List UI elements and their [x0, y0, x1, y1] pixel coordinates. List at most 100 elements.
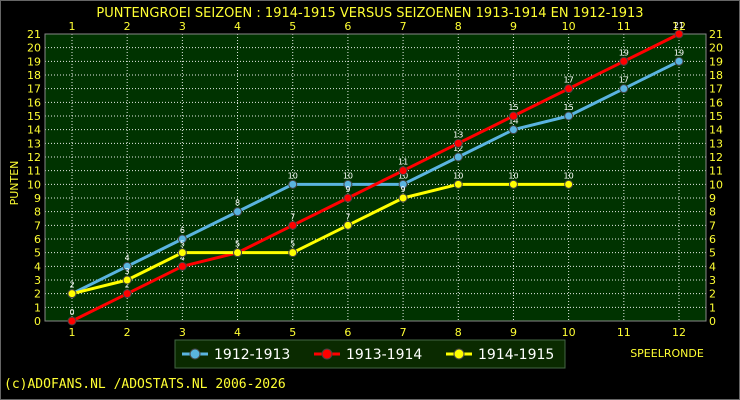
legend-label: 1912-1913	[214, 347, 290, 363]
y-tick-label-left: 13	[27, 137, 41, 150]
data-label: 10	[453, 171, 463, 180]
data-label: 10	[343, 171, 353, 180]
x-tick-label-top: 10	[562, 20, 576, 33]
x-tick-label-top: 2	[124, 20, 131, 33]
y-tick-label-left: 9	[34, 192, 41, 205]
data-point	[177, 248, 187, 258]
legend: 1912-1913 1913-1914 1914-1915	[174, 339, 566, 369]
data-label: 15	[564, 103, 574, 112]
y-tick-label-right: 19	[709, 55, 723, 68]
y-tick-label-right: 12	[709, 151, 723, 164]
data-point	[122, 289, 132, 299]
y-tick-label-left: 5	[34, 247, 41, 260]
data-label: 2	[125, 281, 130, 290]
y-tick-label-left: 11	[27, 165, 41, 178]
legend-swatch-marker	[321, 348, 333, 360]
y-tick-label-left: 2	[34, 288, 41, 301]
x-tick-label-bottom: 6	[344, 326, 351, 339]
data-point	[453, 152, 463, 162]
data-label: 8	[235, 199, 240, 208]
x-tick-label-bottom: 9	[510, 326, 517, 339]
data-point	[564, 84, 574, 94]
grid	[45, 34, 706, 321]
data-label: 19	[674, 48, 684, 57]
y-tick-label-right: 2	[709, 288, 716, 301]
x-tick-label-bottom: 3	[179, 326, 186, 339]
data-point	[564, 179, 574, 189]
data-label: 14	[508, 117, 518, 126]
x-tick-label-top: 9	[510, 20, 517, 33]
series-line	[71, 32, 680, 323]
copyright-text: (c)ADOFANS.NL /ADOSTATS.NL 2006-2026	[4, 377, 286, 392]
x-tick-label-bottom: 10	[562, 326, 576, 339]
y-tick-label-left: 7	[34, 219, 41, 232]
data-label: 10	[288, 171, 298, 180]
y-tick-label-left: 19	[27, 55, 41, 68]
x-tick-label-bottom: 4	[234, 326, 241, 339]
data-point	[343, 220, 353, 230]
x-axis-label: SPEELRONDE	[630, 347, 704, 360]
y-tick-label-right: 1	[709, 301, 716, 314]
y-tick-label-right: 15	[709, 110, 723, 123]
data-point	[398, 166, 408, 176]
y-tick-label-right: 16	[709, 96, 723, 109]
data-point	[508, 179, 518, 189]
data-point	[233, 248, 243, 258]
legend-box	[174, 339, 566, 369]
series-line	[71, 182, 569, 296]
x-tick-label-bottom: 1	[69, 326, 76, 339]
y-tick-label-right: 21	[709, 28, 723, 41]
data-label: 0	[69, 308, 74, 317]
data-point	[619, 56, 629, 66]
data-label: 4	[125, 253, 130, 262]
data-label: 13	[453, 130, 463, 139]
y-tick-label-left: 15	[27, 110, 41, 123]
data-label: 6	[180, 226, 185, 235]
x-tick-label-top: 6	[344, 20, 351, 33]
y-tick-label-left: 4	[34, 260, 41, 273]
y-tick-label-right: 9	[709, 192, 716, 205]
y-tick-label-left: 3	[34, 274, 41, 287]
y-tick-label-left: 17	[27, 83, 41, 96]
data-point	[508, 125, 518, 135]
x-tick-label-top: 7	[400, 20, 407, 33]
x-tick-label-bottom: 2	[124, 326, 131, 339]
data-label: 10	[564, 171, 574, 180]
data-point	[288, 248, 298, 258]
data-point	[398, 179, 408, 189]
data-point	[398, 193, 408, 203]
y-tick-label-right: 17	[709, 83, 723, 96]
data-label: 15	[508, 103, 518, 112]
data-label: 7	[345, 212, 350, 221]
y-tick-label-left: 6	[34, 233, 41, 246]
x-tick-label-bottom: 12	[672, 326, 686, 339]
data-point	[564, 111, 574, 121]
data-point	[233, 207, 243, 217]
data-label: 11	[398, 158, 408, 167]
data-label: 21	[674, 21, 684, 30]
y-tick-label-right: 13	[709, 137, 723, 150]
x-tick-label-top: 3	[179, 20, 186, 33]
x-tick-label-top: 12	[672, 20, 686, 33]
plot-area	[45, 34, 706, 321]
y-tick-label-left: 0	[34, 315, 41, 328]
data-label: 17	[564, 76, 574, 85]
y-tick-label-right: 20	[709, 42, 723, 55]
data-point	[453, 138, 463, 148]
y-tick-label-left: 1	[34, 301, 41, 314]
y-tick-label-left: 21	[27, 28, 41, 41]
y-tick-label-left: 16	[27, 96, 41, 109]
data-label: 5	[290, 240, 295, 249]
x-tick-label-top: 11	[617, 20, 631, 33]
data-label: 4	[180, 253, 185, 262]
x-tick-label-bottom: 8	[455, 326, 462, 339]
data-point	[288, 220, 298, 230]
y-tick-label-left: 12	[27, 151, 41, 164]
x-tick-label-top: 4	[234, 20, 241, 33]
data-label: 7	[290, 212, 295, 221]
data-label: 9	[401, 185, 406, 194]
x-tick-label-bottom: 7	[400, 326, 407, 339]
